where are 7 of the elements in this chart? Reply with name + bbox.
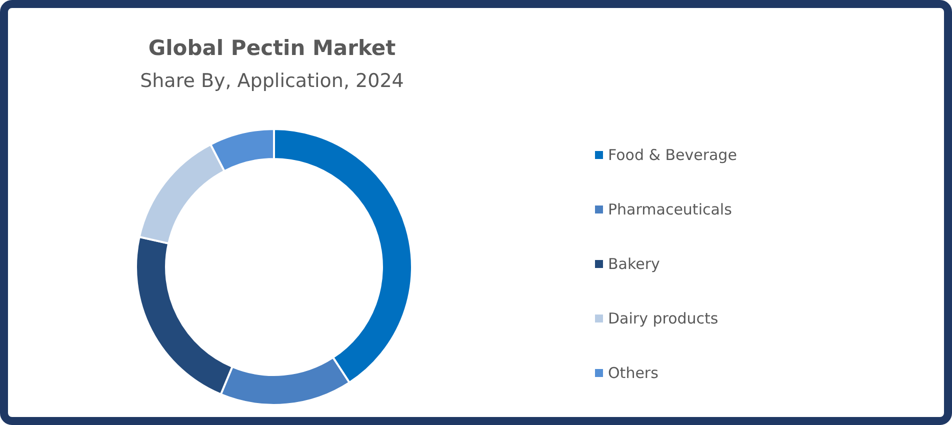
legend-label: Dairy products: [608, 310, 718, 328]
legend-label: Food & Beverage: [608, 146, 737, 164]
legend-label: Bakery: [608, 255, 660, 273]
chart-title: Global Pectin Market: [148, 36, 396, 60]
legend-label: Pharmaceuticals: [608, 200, 732, 218]
chart-subtitle: Share By, Application, 2024: [140, 70, 404, 92]
legend-label: Others: [608, 364, 659, 382]
